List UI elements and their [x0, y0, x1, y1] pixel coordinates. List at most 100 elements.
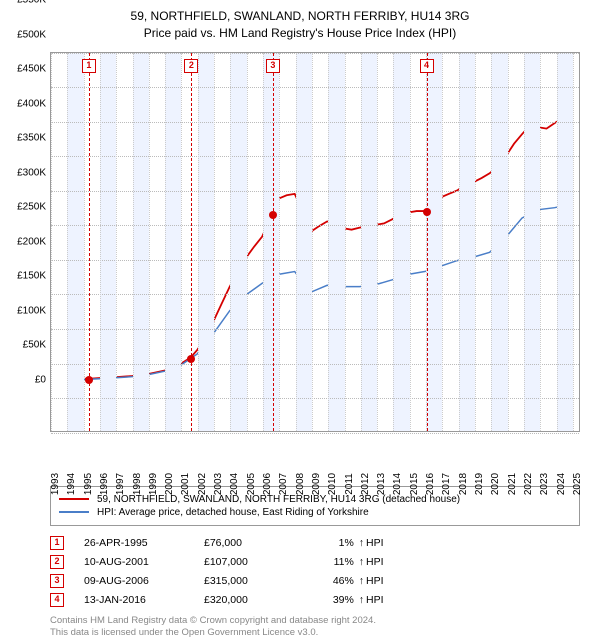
tx-row-price: £76,000 [204, 537, 304, 549]
title-line-1: 59, NORTHFIELD, SWANLAND, NORTH FERRIBY,… [10, 8, 590, 25]
tx-row: 210-AUG-2001£107,00011% ↑HPI [50, 555, 580, 569]
bg-stripe [263, 53, 279, 431]
x-tick-label: 1995 [83, 472, 94, 494]
x-tick-label: 2006 [262, 472, 273, 494]
grid-line-v [524, 53, 525, 431]
bg-stripe [328, 53, 344, 431]
tx-row-pct: 1% ↑ [304, 537, 364, 549]
grid-line-v [263, 53, 264, 431]
x-tick-label: 1996 [99, 472, 110, 494]
x-tick-label: 2011 [344, 473, 355, 495]
bg-stripe [133, 53, 149, 431]
tx-row-box: 1 [50, 536, 64, 550]
y-tick-label: £350K [0, 133, 46, 144]
x-tick-label: 2023 [539, 472, 550, 494]
grid-line-v [459, 53, 460, 431]
grid-line-v [116, 53, 117, 431]
tx-row-date: 26-APR-1995 [84, 537, 204, 549]
grid-line-v [247, 53, 248, 431]
bg-stripe [67, 53, 83, 431]
x-tick-label: 2001 [180, 472, 191, 494]
tx-row-pct: 39% ↑ [304, 594, 364, 606]
tx-dash-2 [191, 53, 192, 431]
y-tick-label: £400K [0, 98, 46, 109]
grid-line-h [51, 398, 579, 399]
grid-line-v [100, 53, 101, 431]
tx-dash-4 [427, 53, 428, 431]
x-tick-label: 2024 [556, 472, 567, 494]
grid-line-v [328, 53, 329, 431]
grid-line-v [361, 53, 362, 431]
tx-row-price: £107,000 [204, 556, 304, 568]
x-tick-label: 1997 [115, 472, 126, 494]
tx-row-suffix: HPI [366, 556, 416, 568]
tx-box-3: 3 [266, 59, 280, 73]
bg-stripe [459, 53, 475, 431]
grid-line-v [181, 53, 182, 431]
tx-row: 309-AUG-2006£315,00046% ↑HPI [50, 574, 580, 588]
x-tick-label: 2013 [376, 472, 387, 494]
tx-row-price: £315,000 [204, 575, 304, 587]
bg-stripe [491, 53, 507, 431]
x-tick-label: 2008 [295, 472, 306, 494]
grid-line-v [312, 53, 313, 431]
x-tick-label: 1994 [66, 472, 77, 494]
x-tick-label: 2000 [164, 472, 175, 494]
x-tick-label: 2019 [474, 472, 485, 494]
bg-stripe [296, 53, 312, 431]
grid-line-v [149, 53, 150, 431]
tx-row-pct: 11% ↑ [304, 556, 364, 568]
x-tick-label: 2016 [425, 472, 436, 494]
grid-line-v [198, 53, 199, 431]
chart-plot-area: 1234 [50, 52, 580, 432]
tx-dot-3 [269, 211, 277, 219]
tx-box-4: 4 [420, 59, 434, 73]
tx-row-date: 09-AUG-2006 [84, 575, 204, 587]
x-tick-label: 1993 [50, 472, 61, 494]
grid-line-v [573, 53, 574, 431]
grid-line-v [214, 53, 215, 431]
bg-stripe [426, 53, 442, 431]
bg-stripe [557, 53, 573, 431]
arrow-up-icon: ↑ [359, 537, 364, 549]
y-tick-label: £450K [0, 64, 46, 75]
grid-line-h [51, 225, 579, 226]
grid-line-v [475, 53, 476, 431]
footer-attribution: Contains HM Land Registry data © Crown c… [50, 615, 580, 640]
grid-line-v [508, 53, 509, 431]
x-tick-label: 2002 [197, 472, 208, 494]
grid-line-v [165, 53, 166, 431]
grid-line-v [230, 53, 231, 431]
tx-row-suffix: HPI [366, 575, 416, 587]
grid-line-v [51, 53, 52, 431]
grid-line-v [377, 53, 378, 431]
grid-line-h [51, 191, 579, 192]
legend-label: HPI: Average price, detached house, East… [97, 507, 369, 518]
x-tick-label: 2014 [392, 472, 403, 494]
grid-line-h [51, 87, 579, 88]
x-tick-label: 2021 [507, 472, 518, 494]
bg-stripe [230, 53, 246, 431]
bg-stripe [100, 53, 116, 431]
bg-stripe [361, 53, 377, 431]
x-tick-label: 2003 [213, 472, 224, 494]
y-tick-label: £0 [0, 375, 46, 386]
tx-row-date: 13-JAN-2016 [84, 594, 204, 606]
legend-label: 59, NORTHFIELD, SWANLAND, NORTH FERRIBY,… [97, 494, 460, 505]
grid-line-v [491, 53, 492, 431]
bg-stripe [393, 53, 409, 431]
tx-row-date: 10-AUG-2001 [84, 556, 204, 568]
tx-row-price: £320,000 [204, 594, 304, 606]
grid-line-h [51, 433, 579, 434]
grid-line-h [51, 156, 579, 157]
tx-row-suffix: HPI [366, 594, 416, 606]
bg-stripe [165, 53, 181, 431]
transaction-table: 126-APR-1995£76,0001% ↑HPI210-AUG-2001£1… [50, 536, 580, 607]
tx-dot-1 [85, 376, 93, 384]
y-tick-label: £150K [0, 271, 46, 282]
grid-line-v [279, 53, 280, 431]
bg-stripe [198, 53, 214, 431]
legend-item: 59, NORTHFIELD, SWANLAND, NORTH FERRIBY,… [59, 494, 571, 505]
title-line-2: Price paid vs. HM Land Registry's House … [10, 25, 590, 42]
footer-line-2: This data is licensed under the Open Gov… [50, 627, 580, 640]
